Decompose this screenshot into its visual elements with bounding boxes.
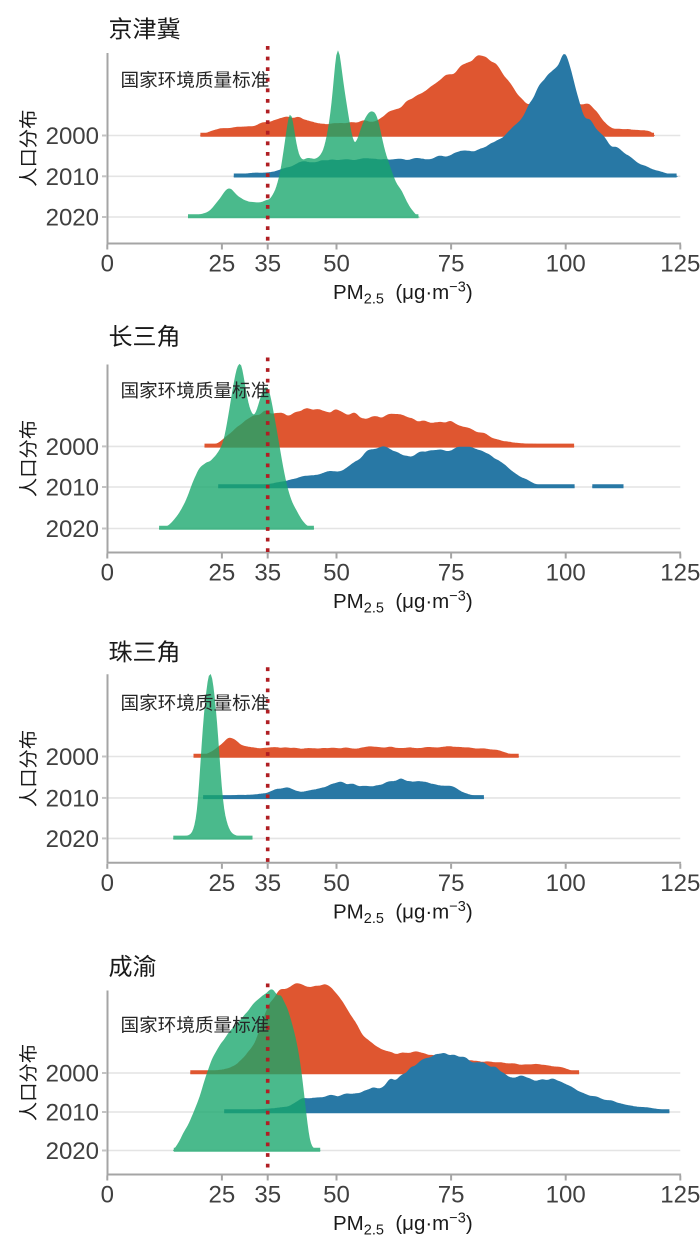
svg-text:25: 25	[209, 560, 236, 587]
svg-text:35: 35	[254, 870, 281, 897]
svg-text:100: 100	[546, 251, 586, 278]
svg-text:2000: 2000	[46, 123, 99, 150]
svg-text:2020: 2020	[46, 205, 99, 232]
svg-text:0: 0	[101, 560, 114, 587]
svg-text:100: 100	[546, 1182, 586, 1209]
svg-text:25: 25	[209, 1182, 236, 1209]
svg-text:100: 100	[546, 560, 586, 587]
svg-text:2020: 2020	[46, 516, 99, 543]
svg-text:50: 50	[323, 251, 350, 278]
svg-text:35: 35	[254, 251, 281, 278]
svg-text:25: 25	[209, 870, 236, 897]
svg-text:125: 125	[660, 251, 700, 278]
svg-text:2020: 2020	[46, 826, 99, 853]
svg-text:2010: 2010	[46, 786, 99, 813]
svg-text:2010: 2010	[46, 164, 99, 191]
svg-text:2020: 2020	[46, 1138, 99, 1165]
svg-text:125: 125	[660, 870, 700, 897]
svg-text:125: 125	[660, 1182, 700, 1209]
svg-text:2000: 2000	[46, 1061, 99, 1088]
svg-text:75: 75	[438, 560, 465, 587]
svg-text:35: 35	[254, 560, 281, 587]
svg-text:2010: 2010	[46, 1100, 99, 1127]
svg-text:50: 50	[323, 870, 350, 897]
svg-text:75: 75	[438, 870, 465, 897]
svg-text:75: 75	[438, 251, 465, 278]
svg-text:0: 0	[101, 870, 114, 897]
svg-text:50: 50	[323, 560, 350, 587]
svg-text:0: 0	[101, 251, 114, 278]
svg-text:125: 125	[660, 560, 700, 587]
svg-text:2000: 2000	[46, 434, 99, 461]
svg-text:2000: 2000	[46, 744, 99, 771]
svg-text:25: 25	[209, 251, 236, 278]
svg-text:2010: 2010	[46, 475, 99, 502]
svg-text:100: 100	[546, 870, 586, 897]
svg-text:35: 35	[254, 1182, 281, 1209]
svg-text:0: 0	[101, 1182, 114, 1209]
svg-text:75: 75	[438, 1182, 465, 1209]
svg-text:50: 50	[323, 1182, 350, 1209]
